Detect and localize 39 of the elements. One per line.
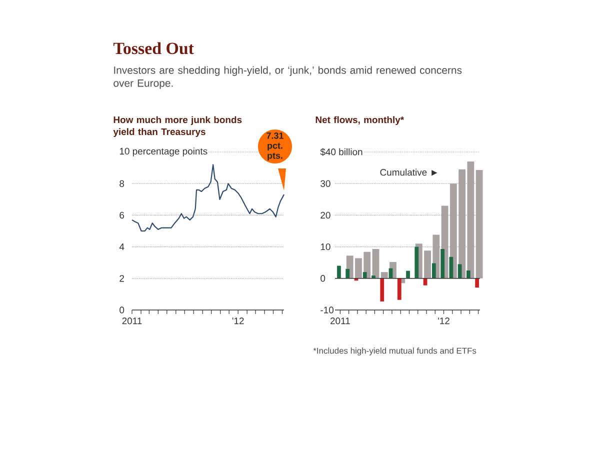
bar	[397, 278, 402, 300]
bar	[380, 272, 388, 278]
x-tick-label: '12	[438, 318, 450, 324]
bar	[406, 270, 410, 278]
y-tick-label: 10	[320, 243, 330, 250]
bar	[432, 263, 436, 278]
bar	[414, 246, 419, 278]
bar	[362, 272, 367, 278]
bar	[458, 264, 462, 278]
bar	[380, 278, 384, 302]
x-tick-label: '12	[232, 318, 244, 324]
y-tick-label: 4	[119, 244, 124, 250]
bar	[346, 268, 350, 278]
bar	[466, 270, 470, 278]
bar	[449, 256, 454, 278]
y-axis-title: How much more junk bonds yield than Treasurys	[113, 116, 242, 137]
y-tick-label: 8	[120, 180, 124, 187]
y-tick-label: 30	[320, 180, 330, 187]
bar	[440, 249, 444, 278]
chart-subtitle: Investors are shedding high-yield, or ‘junk,’ bonds amid renewed concerns over Europe.	[114, 66, 462, 89]
annotation: 7.31 pct. pts.	[266, 132, 284, 161]
y-tick-label: 10 percentage points	[120, 148, 208, 156]
y-tick-label: $40 billion	[320, 148, 362, 156]
y-tick-label: 6	[120, 212, 124, 219]
bar	[475, 278, 480, 288]
y-tick-label: -10	[320, 306, 334, 314]
bar	[476, 170, 483, 278]
text: *Includes high-yield mutual funds and ETFs	[313, 348, 476, 356]
y-axis-title: Net flows, monthly*	[316, 116, 404, 126]
y-tick-label: 2	[120, 275, 124, 282]
bar	[337, 266, 341, 278]
x-tick-label: 2011	[330, 318, 350, 324]
series-label: Cumulative ►	[380, 168, 438, 176]
y-tick-label: 0	[320, 275, 326, 282]
y-tick-label: 20	[320, 212, 330, 219]
y-tick-label: 0	[120, 306, 124, 314]
x-tick-label: 2011	[122, 318, 142, 324]
bar	[372, 276, 376, 278]
chart-title: Tossed Out	[113, 42, 194, 54]
